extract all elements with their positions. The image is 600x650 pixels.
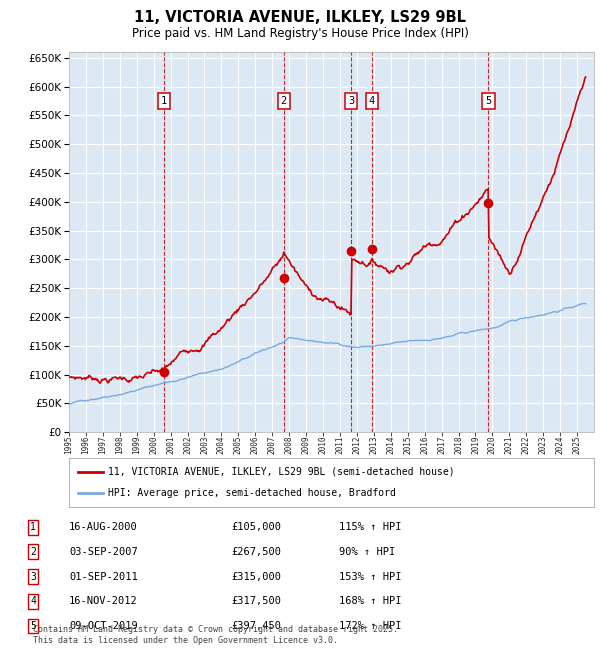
Text: 2025: 2025 xyxy=(572,436,581,454)
Text: 2007: 2007 xyxy=(268,436,277,454)
Text: 2003: 2003 xyxy=(200,436,209,454)
Text: £315,000: £315,000 xyxy=(231,571,281,582)
Text: 2: 2 xyxy=(30,547,36,557)
Text: 2000: 2000 xyxy=(149,436,158,454)
Text: 2021: 2021 xyxy=(505,436,514,454)
Text: 115% ↑ HPI: 115% ↑ HPI xyxy=(339,522,401,532)
Text: 4: 4 xyxy=(30,596,36,606)
Text: 3: 3 xyxy=(30,571,36,582)
Text: 2008: 2008 xyxy=(284,436,293,454)
Text: 1996: 1996 xyxy=(82,436,91,454)
Text: 2006: 2006 xyxy=(251,436,260,454)
Text: 16-NOV-2012: 16-NOV-2012 xyxy=(69,596,138,606)
Text: 1995: 1995 xyxy=(65,436,74,454)
Text: 2004: 2004 xyxy=(217,436,226,454)
Text: HPI: Average price, semi-detached house, Bradford: HPI: Average price, semi-detached house,… xyxy=(109,488,396,499)
Text: 2001: 2001 xyxy=(166,436,175,454)
Text: 4: 4 xyxy=(368,96,375,106)
Text: £317,500: £317,500 xyxy=(231,596,281,606)
Text: £267,500: £267,500 xyxy=(231,547,281,557)
Text: 172% ↑ HPI: 172% ↑ HPI xyxy=(339,621,401,631)
Text: 2011: 2011 xyxy=(335,436,344,454)
Text: 2023: 2023 xyxy=(539,436,548,454)
Text: 5: 5 xyxy=(485,96,491,106)
Text: 2002: 2002 xyxy=(183,436,192,454)
Text: 2012: 2012 xyxy=(352,436,361,454)
Text: £105,000: £105,000 xyxy=(231,522,281,532)
Text: 1999: 1999 xyxy=(132,436,141,454)
Text: 2: 2 xyxy=(280,96,287,106)
Text: 1: 1 xyxy=(161,96,167,106)
Text: 11, VICTORIA AVENUE, ILKLEY, LS29 9BL: 11, VICTORIA AVENUE, ILKLEY, LS29 9BL xyxy=(134,10,466,25)
Text: 2009: 2009 xyxy=(302,436,311,454)
Text: 09-OCT-2019: 09-OCT-2019 xyxy=(69,621,138,631)
Text: £397,450: £397,450 xyxy=(231,621,281,631)
Text: 153% ↑ HPI: 153% ↑ HPI xyxy=(339,571,401,582)
Text: 2020: 2020 xyxy=(488,436,497,454)
Text: 1998: 1998 xyxy=(115,436,124,454)
Text: 03-SEP-2007: 03-SEP-2007 xyxy=(69,547,138,557)
Text: 2019: 2019 xyxy=(471,436,480,454)
Text: 2013: 2013 xyxy=(370,436,379,454)
Text: 2016: 2016 xyxy=(420,436,429,454)
Text: Price paid vs. HM Land Registry's House Price Index (HPI): Price paid vs. HM Land Registry's House … xyxy=(131,27,469,40)
Text: 16-AUG-2000: 16-AUG-2000 xyxy=(69,522,138,532)
Text: 90% ↑ HPI: 90% ↑ HPI xyxy=(339,547,395,557)
Text: 2005: 2005 xyxy=(234,436,243,454)
Text: 1997: 1997 xyxy=(98,436,107,454)
Text: 168% ↑ HPI: 168% ↑ HPI xyxy=(339,596,401,606)
Text: 1: 1 xyxy=(30,522,36,532)
Text: 11, VICTORIA AVENUE, ILKLEY, LS29 9BL (semi-detached house): 11, VICTORIA AVENUE, ILKLEY, LS29 9BL (s… xyxy=(109,467,455,477)
Text: 2017: 2017 xyxy=(437,436,446,454)
Text: 2010: 2010 xyxy=(319,436,328,454)
Text: 5: 5 xyxy=(30,621,36,631)
Text: 01-SEP-2011: 01-SEP-2011 xyxy=(69,571,138,582)
Text: 2018: 2018 xyxy=(454,436,463,454)
Text: Contains HM Land Registry data © Crown copyright and database right 2025.
This d: Contains HM Land Registry data © Crown c… xyxy=(33,625,398,645)
Text: 2024: 2024 xyxy=(556,436,565,454)
Text: 2022: 2022 xyxy=(522,436,531,454)
Text: 3: 3 xyxy=(348,96,355,106)
Text: 2015: 2015 xyxy=(403,436,412,454)
Text: 2014: 2014 xyxy=(386,436,395,454)
